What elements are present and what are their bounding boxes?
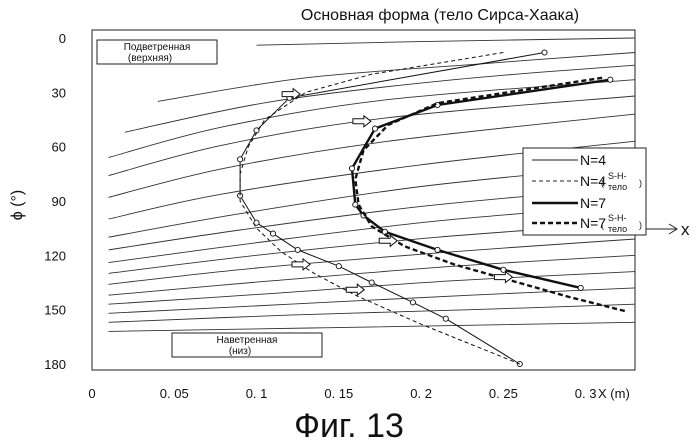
series-point-2	[500, 266, 507, 273]
series-point-2	[434, 246, 441, 253]
flow-line	[124, 64, 636, 133]
x-tick-label: 0. 1	[246, 386, 268, 401]
series-point-2	[577, 284, 584, 291]
box-leeward-line1: Подветренная	[124, 42, 191, 53]
x-axis-label: X (m)	[598, 386, 630, 401]
series-point-2	[381, 228, 388, 235]
y-axis-label: ϕ (°)	[9, 190, 26, 220]
x-tick-label: 0. 25	[489, 386, 518, 401]
flow-line	[256, 37, 636, 46]
legend-paren-open-1: (	[601, 178, 604, 188]
x-pointer-arrowhead	[668, 223, 678, 235]
x-tick-label: 0. 05	[160, 386, 189, 401]
x-tick-label: 0	[88, 386, 95, 401]
series-point-0	[294, 246, 301, 253]
legend-box	[522, 147, 647, 236]
flow-arrow	[291, 257, 311, 271]
legend-sub-1a: S-H-	[608, 171, 627, 181]
y-tick-label: 120	[44, 248, 66, 263]
legend-sub-1b: тело	[608, 182, 627, 192]
series-point-2	[352, 201, 359, 208]
box-windward-line1: Наветренная	[217, 335, 278, 346]
flow-line	[108, 95, 636, 177]
y-tick-label: 90	[52, 194, 66, 209]
flow-line	[108, 271, 636, 305]
flow-arrow	[345, 283, 366, 297]
flow-line	[157, 52, 636, 102]
series-point-0	[253, 219, 260, 226]
x-tick-label: 0. 15	[324, 386, 353, 401]
flow-line	[108, 303, 636, 323]
box-windward-line2: (низ)	[229, 346, 251, 357]
chart-title: Основная форма (тело Сирса-Хаака)	[301, 7, 579, 24]
y-tick-label: 30	[52, 85, 66, 100]
legend-label-1: N=4	[580, 173, 606, 189]
x-pointer: x	[646, 220, 690, 239]
legend-label-0: N=4	[580, 152, 606, 168]
flow-arrow	[352, 114, 372, 128]
legend-label-2: N=7	[580, 195, 606, 211]
flow-arrow	[281, 87, 301, 101]
flow-line	[108, 321, 636, 332]
series-point-0	[409, 299, 416, 306]
legend-sub-3a: S-H-	[608, 213, 627, 223]
y-tick-label: 150	[44, 303, 66, 318]
flow-arrow	[493, 270, 514, 284]
legend: N=4 N=4 S-H- тело ( ) N=7 N=7 S-H- тело …	[522, 147, 647, 236]
series-point-0	[368, 279, 375, 286]
y-tick-label: 60	[52, 140, 66, 155]
legend-paren-close-3: )	[639, 220, 642, 230]
flow-line	[108, 238, 636, 285]
series-point-0	[541, 49, 548, 56]
series-point-2	[607, 76, 614, 83]
flow-line	[108, 254, 636, 296]
y-tick-label: 180	[44, 357, 66, 372]
series-point-0	[516, 360, 523, 368]
legend-paren-open-3: (	[601, 220, 604, 230]
box-leeward-line2: (верхняя)	[128, 53, 172, 64]
series-point-0	[442, 315, 449, 322]
series-point-0	[269, 230, 277, 237]
series-point-0	[335, 263, 342, 270]
series-point-2	[348, 165, 356, 172]
legend-paren-close-1: )	[639, 178, 642, 188]
legend-sub-3b: тело	[608, 224, 627, 234]
flow-line	[108, 113, 636, 198]
series-line-3	[354, 76, 628, 313]
flow-arrow	[378, 234, 399, 248]
series-line-1	[239, 52, 520, 365]
flow-arrows	[281, 87, 514, 297]
series-point-0	[237, 156, 244, 163]
x-tick-label: 0. 2	[410, 386, 432, 401]
figure-caption: Фиг. 13	[294, 407, 404, 445]
box-windward: Наветренная (низ)	[171, 332, 323, 358]
series-point-2	[371, 125, 379, 132]
y-tick-labels: 0 30 60 90 120 150 180	[44, 31, 66, 372]
x-tick-label: 0. 3	[575, 386, 597, 401]
x-pointer-label: x	[681, 220, 690, 239]
legend-label-3: N=7	[580, 215, 606, 231]
flow-line	[108, 287, 636, 314]
y-tick-label: 0	[59, 31, 66, 46]
box-leeward: Подветренная (верхняя)	[96, 39, 218, 65]
x-tick-labels: 0 0. 05 0. 1 0. 15 0. 2 0. 25 0. 3	[88, 386, 596, 401]
